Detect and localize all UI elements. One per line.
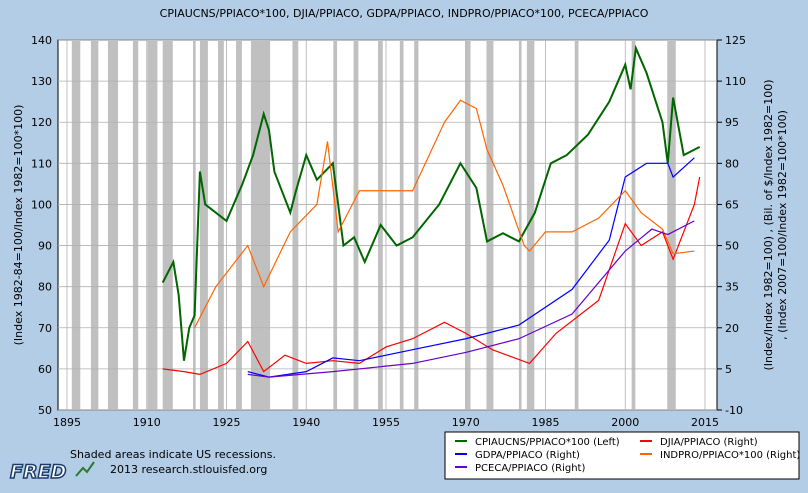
y-tick-right: 5 <box>725 363 732 376</box>
y-tick-right: 125 <box>725 34 746 47</box>
y-tick-left: 120 <box>31 116 52 129</box>
recession-band <box>518 41 522 410</box>
y-tick-right: 50 <box>725 240 739 253</box>
legend-label: CPIAUCNS/PPIACO*100 (Left) <box>475 437 620 448</box>
y-tick-left: 110 <box>31 157 52 170</box>
recession-band <box>353 41 359 410</box>
svg-text:FRED: FRED <box>10 461 66 483</box>
recession-band <box>667 41 676 410</box>
y-tick-right: 20 <box>725 322 739 335</box>
recession-band <box>71 41 81 410</box>
y-tick-right: 65 <box>725 198 739 211</box>
y-tick-right: 95 <box>725 116 739 129</box>
y-axis-right-label-2: , (Index 2007=100/Index 1982=100*100) <box>776 110 789 340</box>
x-tick: 1970 <box>452 416 480 429</box>
y-tick-left: 70 <box>38 322 52 335</box>
legend-label: GDPA/PPIACO (Right) <box>475 450 580 461</box>
x-tick: 1910 <box>133 416 161 429</box>
y-axis-right-label-1: (Index/Index 1982=100) , (Bil. of $/Inde… <box>762 79 775 370</box>
x-tick: 2015 <box>691 416 719 429</box>
x-tick: 1940 <box>292 416 320 429</box>
recession-band <box>486 41 494 410</box>
y-tick-left: 90 <box>38 240 52 253</box>
x-tick: 1985 <box>532 416 560 429</box>
recession-note: Shaded areas indicate US recessions. <box>70 448 276 461</box>
y-tick-right: 35 <box>725 281 739 294</box>
recession-band <box>631 41 636 410</box>
y-tick-left: 50 <box>38 404 52 417</box>
recession-band <box>90 41 99 410</box>
recession-band <box>147 41 158 410</box>
chart-title: CPIAUCNS/PPIACO*100, DJIA/PPIACO, GDPA/P… <box>160 7 649 20</box>
legend-label: DJIA/PPIACO (Right) <box>660 437 758 448</box>
y-tick-left: 60 <box>38 363 52 376</box>
x-tick: 2000 <box>611 416 639 429</box>
x-tick: 1925 <box>213 416 241 429</box>
y-tick-left: 80 <box>38 281 52 294</box>
recession-band <box>250 41 271 410</box>
recession-band <box>162 41 173 410</box>
y-tick-left: 130 <box>31 75 52 88</box>
recession-band <box>107 41 119 410</box>
recession-band <box>199 41 208 410</box>
recession-band <box>193 41 196 410</box>
series-line-3 <box>194 99 695 329</box>
recession-band <box>132 41 139 410</box>
y-tick-left: 100 <box>31 198 52 211</box>
recession-band <box>574 41 579 410</box>
source-note: 2013 research.stlouisfed.org <box>110 463 267 476</box>
fred-logo: FRED <box>9 460 95 484</box>
series-line-0 <box>161 44 701 361</box>
y-tick-right: 80 <box>725 157 739 170</box>
series-line-2 <box>247 157 695 378</box>
recession-band <box>526 41 535 410</box>
y-axis-left-label: (Index 1982-84=100/Index 1982=100*100) <box>12 105 25 346</box>
y-tick-right: -10 <box>725 404 743 417</box>
y-tick-left: 140 <box>31 34 52 47</box>
recession-band <box>399 41 404 410</box>
recession-band <box>236 41 242 410</box>
recession-band <box>217 41 224 410</box>
recession-band <box>414 41 419 410</box>
legend-label: INDPRO/PPIACO*100 (Right) <box>660 450 800 461</box>
legend-label: PCECA/PPIACO (Right) <box>475 463 585 474</box>
series-line-4 <box>247 220 695 378</box>
x-tick: 1895 <box>53 416 81 429</box>
y-tick-right: 110 <box>725 75 746 88</box>
legend <box>444 431 800 480</box>
x-tick: 1955 <box>372 416 400 429</box>
recession-band <box>465 41 471 410</box>
recession-band <box>333 41 338 410</box>
recession-band <box>292 41 299 410</box>
series-line-1 <box>162 176 701 375</box>
